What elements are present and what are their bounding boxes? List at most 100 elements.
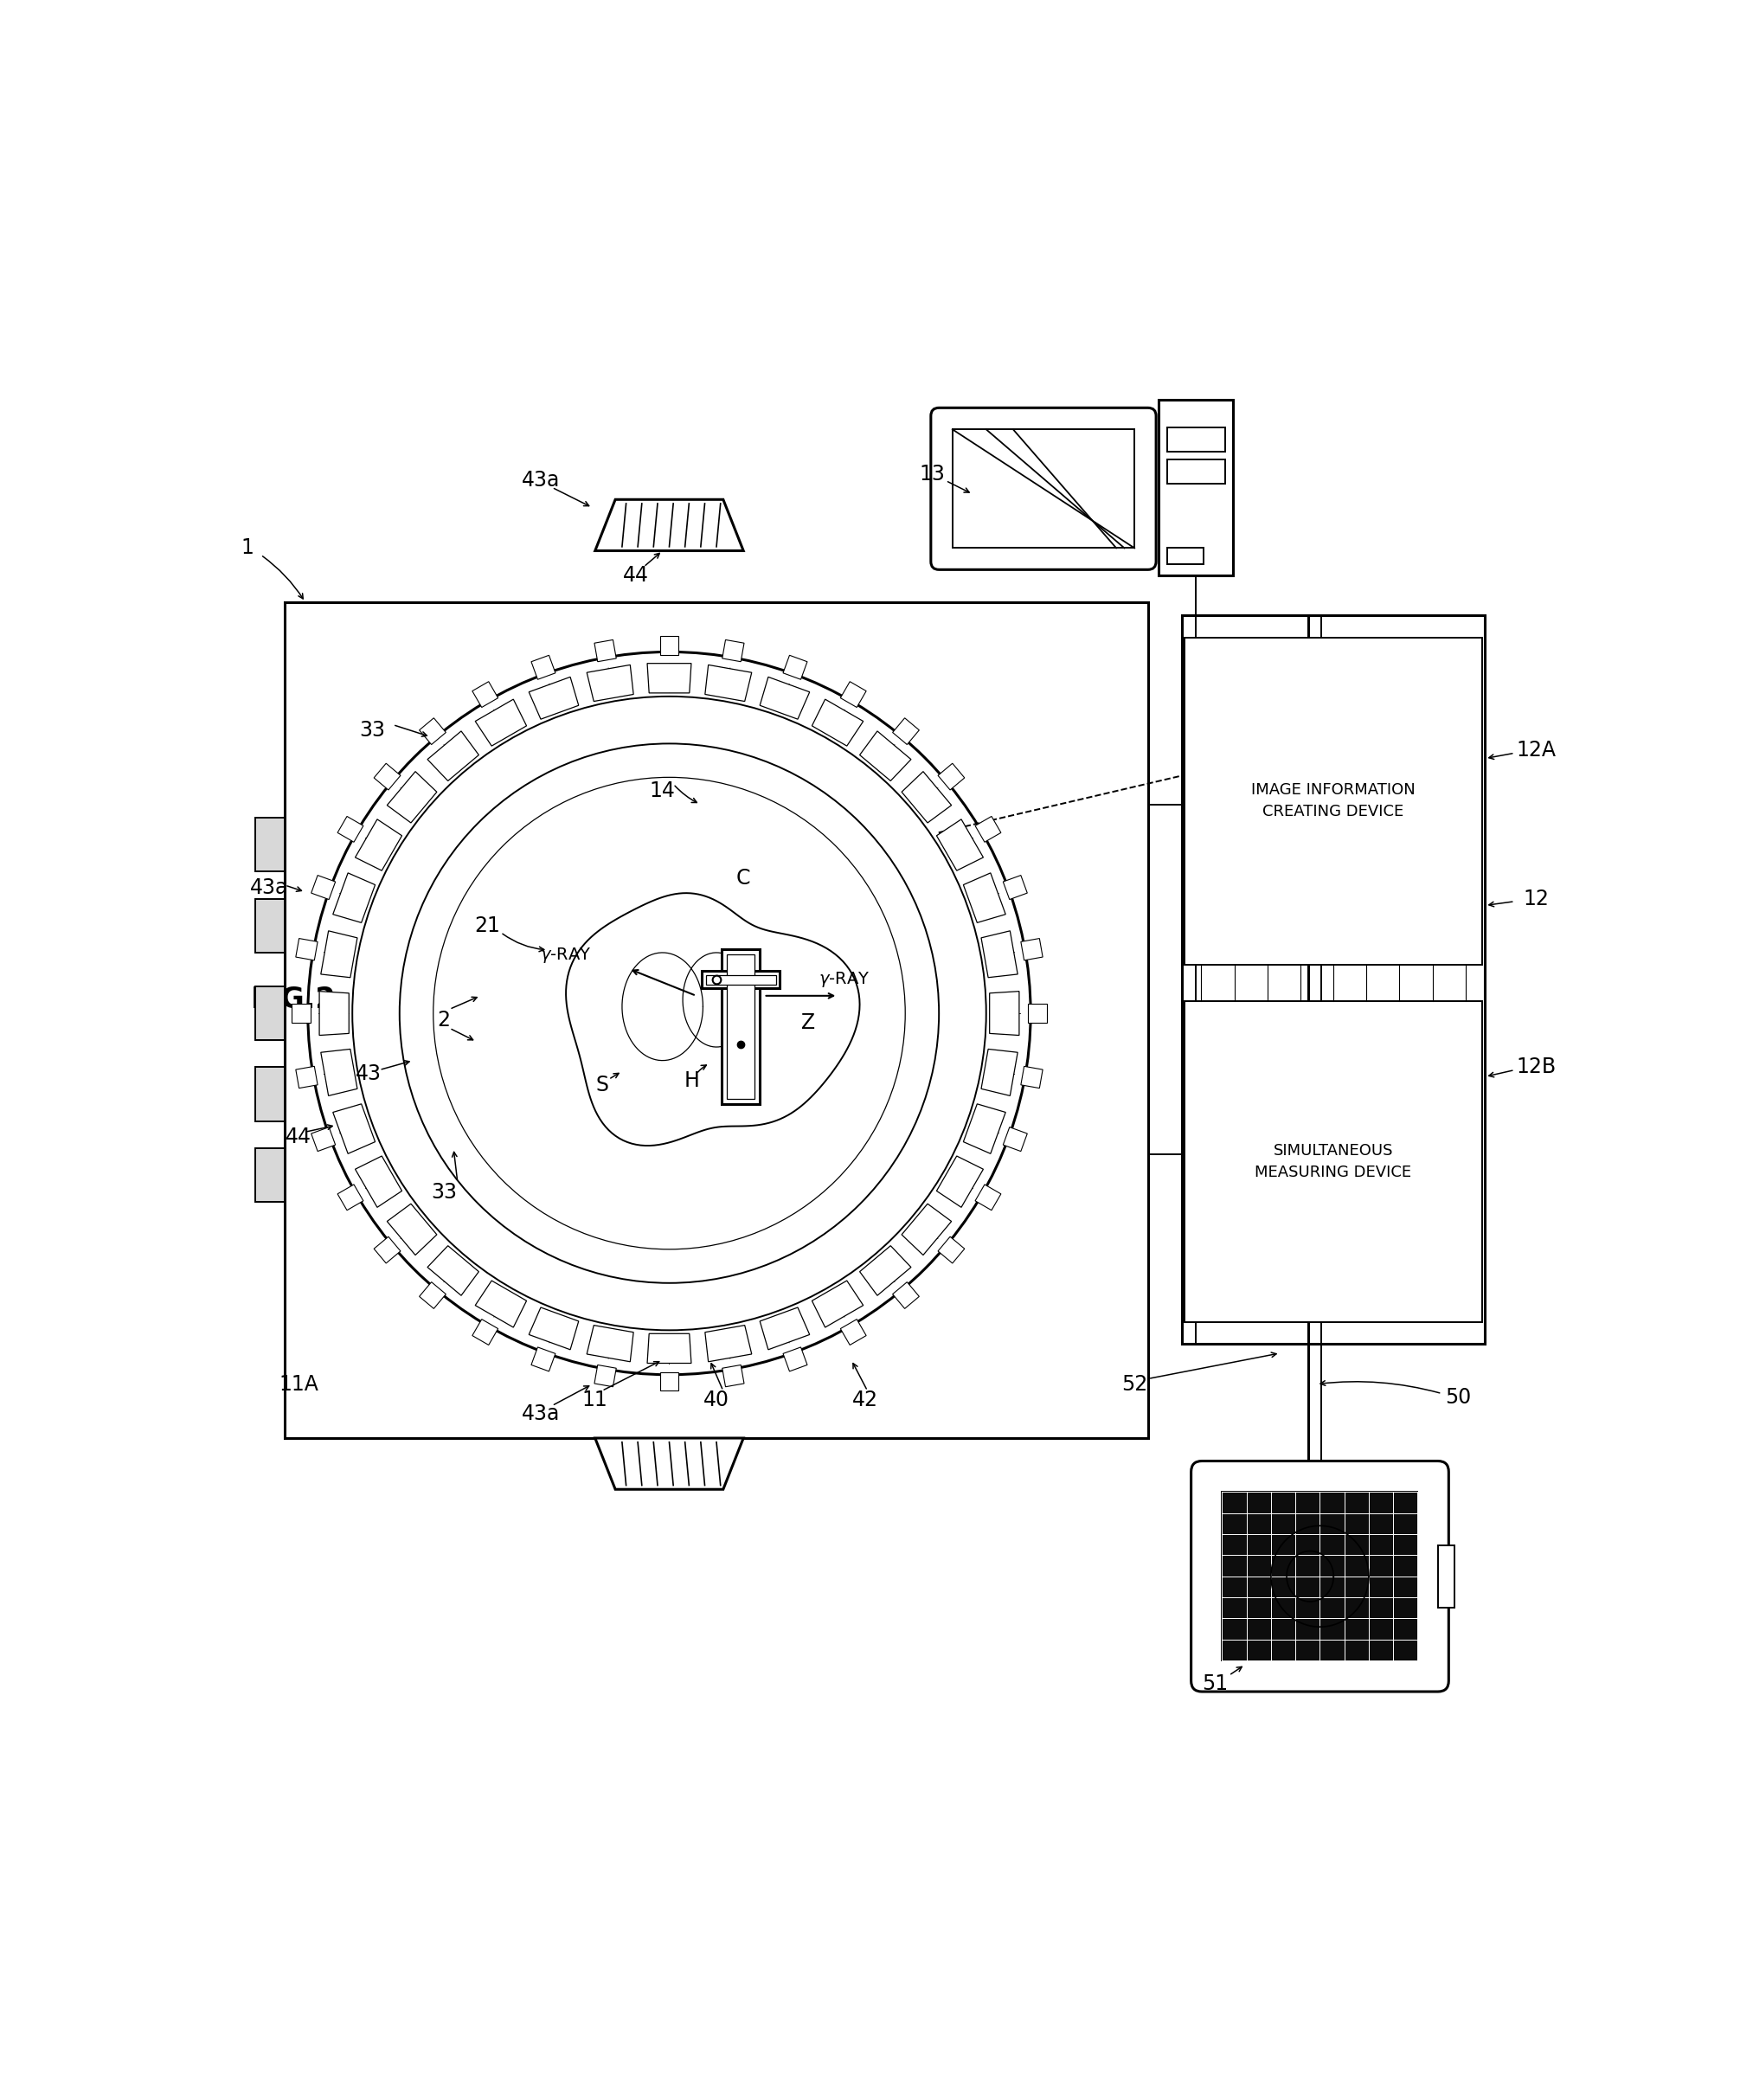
Polygon shape bbox=[705, 666, 752, 701]
Polygon shape bbox=[659, 1371, 679, 1390]
Bar bbox=[1168, 460, 1225, 483]
Text: 13: 13 bbox=[919, 464, 945, 485]
FancyBboxPatch shape bbox=[1192, 1462, 1449, 1693]
Text: 42: 42 bbox=[853, 1390, 877, 1411]
Polygon shape bbox=[990, 991, 1020, 1035]
Text: 12: 12 bbox=[1524, 888, 1549, 909]
Polygon shape bbox=[1021, 939, 1042, 960]
Bar bbox=[701, 970, 780, 989]
Polygon shape bbox=[332, 1105, 376, 1153]
Text: 11: 11 bbox=[583, 1390, 607, 1411]
Bar bbox=[1181, 615, 1484, 1344]
Polygon shape bbox=[595, 640, 616, 662]
Polygon shape bbox=[1002, 1128, 1027, 1151]
Polygon shape bbox=[783, 1348, 807, 1371]
Bar bbox=[1185, 1002, 1482, 1321]
Text: 11A: 11A bbox=[278, 1373, 318, 1394]
Polygon shape bbox=[529, 676, 579, 718]
Polygon shape bbox=[475, 699, 527, 745]
Polygon shape bbox=[974, 817, 1000, 842]
Polygon shape bbox=[595, 1365, 616, 1386]
Bar bbox=[1168, 428, 1225, 451]
Text: IMAGE INFORMATION
CREATING DEVICE: IMAGE INFORMATION CREATING DEVICE bbox=[1251, 783, 1415, 819]
Polygon shape bbox=[813, 1281, 863, 1327]
Bar bbox=[1221, 1491, 1418, 1661]
Polygon shape bbox=[595, 500, 743, 550]
Polygon shape bbox=[472, 1319, 498, 1344]
Text: 33: 33 bbox=[360, 720, 386, 741]
Polygon shape bbox=[860, 731, 912, 781]
Polygon shape bbox=[964, 1105, 1006, 1153]
Polygon shape bbox=[374, 764, 400, 790]
Polygon shape bbox=[760, 676, 809, 718]
Polygon shape bbox=[647, 664, 691, 693]
Text: 40: 40 bbox=[703, 1390, 729, 1411]
Polygon shape bbox=[783, 655, 807, 680]
Polygon shape bbox=[419, 718, 445, 746]
Text: 43a: 43a bbox=[249, 878, 287, 899]
Bar bbox=[1437, 1546, 1455, 1609]
Polygon shape bbox=[311, 1128, 336, 1151]
Polygon shape bbox=[355, 1155, 402, 1207]
Polygon shape bbox=[860, 1245, 912, 1296]
Polygon shape bbox=[595, 1438, 743, 1489]
Text: H: H bbox=[684, 1071, 699, 1092]
Polygon shape bbox=[311, 876, 336, 899]
Polygon shape bbox=[566, 892, 860, 1147]
Polygon shape bbox=[659, 636, 679, 655]
Polygon shape bbox=[338, 1184, 364, 1210]
Text: Z: Z bbox=[800, 1012, 814, 1033]
Bar bbox=[727, 956, 753, 1098]
Polygon shape bbox=[338, 817, 364, 842]
Text: $\gamma$-RAY: $\gamma$-RAY bbox=[820, 970, 870, 989]
Text: 43a: 43a bbox=[522, 1403, 560, 1424]
Bar bbox=[1159, 399, 1234, 575]
Polygon shape bbox=[475, 1281, 527, 1327]
Text: 14: 14 bbox=[649, 781, 675, 802]
Text: 44: 44 bbox=[623, 565, 649, 586]
Text: 44: 44 bbox=[285, 1128, 311, 1149]
Text: 52: 52 bbox=[1121, 1373, 1148, 1394]
Polygon shape bbox=[320, 991, 350, 1035]
Polygon shape bbox=[529, 1308, 579, 1350]
Polygon shape bbox=[813, 699, 863, 745]
Polygon shape bbox=[472, 682, 498, 708]
Text: FIG.2: FIG.2 bbox=[251, 985, 336, 1014]
Polygon shape bbox=[332, 874, 376, 922]
Polygon shape bbox=[320, 1050, 357, 1096]
Polygon shape bbox=[901, 1203, 952, 1256]
FancyBboxPatch shape bbox=[931, 407, 1155, 569]
Polygon shape bbox=[531, 1348, 555, 1371]
Bar bbox=[256, 1149, 285, 1201]
Polygon shape bbox=[901, 771, 952, 823]
Polygon shape bbox=[964, 874, 1006, 922]
Bar bbox=[1185, 636, 1482, 966]
Polygon shape bbox=[296, 1067, 318, 1088]
Polygon shape bbox=[760, 1308, 809, 1350]
Polygon shape bbox=[722, 1365, 745, 1386]
Text: SIMULTANEOUS
MEASURING DEVICE: SIMULTANEOUS MEASURING DEVICE bbox=[1255, 1142, 1411, 1180]
Polygon shape bbox=[938, 1237, 964, 1264]
Bar bbox=[722, 949, 760, 1105]
Polygon shape bbox=[893, 718, 919, 746]
Text: 2: 2 bbox=[437, 1010, 451, 1031]
Text: 33: 33 bbox=[432, 1182, 458, 1203]
Polygon shape bbox=[1002, 876, 1027, 899]
Polygon shape bbox=[936, 819, 983, 872]
Polygon shape bbox=[1021, 1067, 1042, 1088]
Text: C: C bbox=[736, 867, 750, 888]
Polygon shape bbox=[531, 655, 555, 680]
Polygon shape bbox=[428, 1245, 479, 1296]
Text: 51: 51 bbox=[1202, 1674, 1228, 1695]
Polygon shape bbox=[938, 764, 964, 790]
Polygon shape bbox=[974, 1184, 1000, 1210]
Polygon shape bbox=[374, 1237, 400, 1264]
Bar bbox=[256, 1067, 285, 1121]
Polygon shape bbox=[840, 682, 867, 708]
Bar bbox=[285, 603, 1148, 1438]
Bar bbox=[706, 974, 776, 985]
Polygon shape bbox=[893, 1281, 919, 1308]
Text: S: S bbox=[595, 1075, 609, 1096]
Polygon shape bbox=[296, 939, 318, 960]
Polygon shape bbox=[586, 666, 633, 701]
